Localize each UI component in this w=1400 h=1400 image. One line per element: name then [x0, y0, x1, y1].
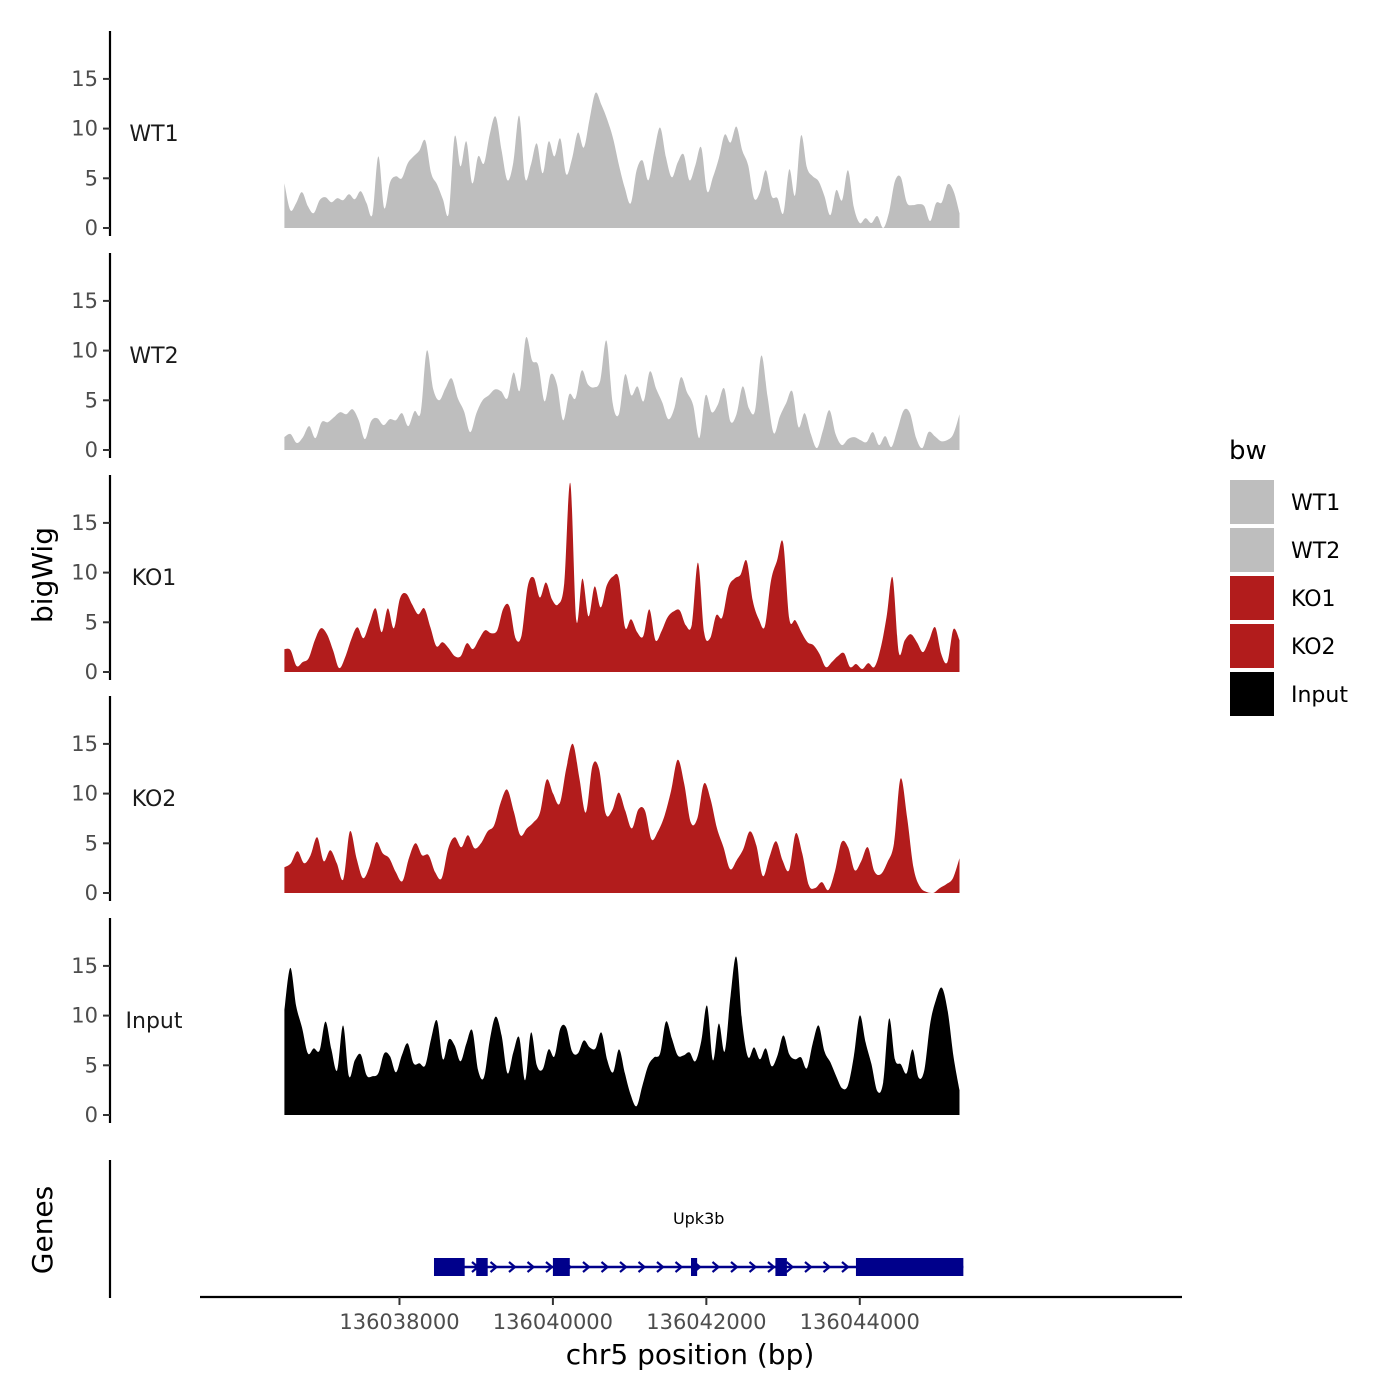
gene-exon — [775, 1258, 787, 1276]
gene-strand-arrow — [711, 1261, 721, 1273]
y-tick-label: 0 — [85, 216, 98, 240]
y-tick-label: 15 — [71, 511, 98, 535]
track-label-wt1: WT1 — [129, 122, 178, 147]
track-label-input: Input — [126, 1009, 183, 1034]
y-tick-label: 15 — [71, 67, 98, 91]
gene-strand-arrow — [730, 1261, 739, 1273]
x-axis-title: chr5 position (bp) — [566, 1338, 815, 1371]
gene-strand-arrow — [489, 1261, 499, 1273]
legend: bw WT1 WT2 KO1 KO2 Input — [1229, 436, 1348, 716]
gene-strand-arrow — [841, 1261, 850, 1273]
y-tick-label: 15 — [71, 289, 98, 313]
gene-strand-arrow — [767, 1261, 776, 1273]
x-axis: 136038000 136040000 136042000 136044000 — [200, 1295, 1182, 1334]
legend-label-input: Input — [1291, 683, 1348, 708]
y-tick-label: 5 — [85, 166, 98, 190]
gene-strand-arrow — [804, 1261, 813, 1273]
track-label-ko2: KO2 — [132, 787, 177, 812]
y-tick-label: 0 — [85, 1103, 98, 1127]
legend-swatch-wt1 — [1230, 480, 1274, 524]
x-tick-label: 136042000 — [646, 1310, 766, 1334]
gene-track: Upk3b — [108, 1160, 964, 1298]
y-tick-label: 10 — [71, 561, 98, 585]
y-tick-label: 10 — [71, 117, 98, 141]
signal-area-ko1 — [284, 482, 960, 672]
gene-strand-arrow — [582, 1261, 591, 1273]
track-label-ko1: KO1 — [132, 566, 177, 591]
legend-swatch-input — [1230, 672, 1274, 716]
gene-exon — [433, 1258, 465, 1276]
legend-label-wt2: WT2 — [1291, 539, 1340, 564]
gene-strand-arrow — [545, 1261, 554, 1273]
x-tick-label: 136040000 — [493, 1310, 613, 1334]
y-tick-label: 10 — [71, 1004, 98, 1028]
legend-label-ko2: KO2 — [1291, 635, 1336, 660]
signal-tracks: 0 5 10 15 WT1 0 5 10 15 WT2 0 5 10 15 KO1 0 5 10 15 KO2 0 5 10… — [71, 31, 960, 1127]
legend-label-ko1: KO1 — [1291, 587, 1336, 612]
gene-exon — [855, 1258, 964, 1276]
signal-area-wt1 — [284, 92, 960, 228]
gene-strand-arrow — [785, 1261, 795, 1273]
y-tick-label: 15 — [71, 954, 98, 978]
legend-swatch-ko2 — [1230, 624, 1274, 668]
x-tick-label: 136038000 — [339, 1310, 459, 1334]
y-tick-label: 0 — [85, 438, 98, 462]
gene-exon — [691, 1258, 698, 1276]
gene-strand-arrow — [822, 1261, 832, 1273]
y-tick-label: 10 — [71, 339, 98, 363]
legend-swatch-wt2 — [1230, 528, 1274, 572]
gene-strand-arrow — [508, 1261, 517, 1273]
y-tick-label: 5 — [85, 610, 98, 634]
track-wt2: 0 5 10 15 WT2 — [71, 253, 960, 462]
track-label-wt2: WT2 — [129, 344, 178, 369]
y-tick-label: 10 — [71, 782, 98, 806]
gene-exon — [552, 1258, 570, 1276]
signal-area-wt2 — [284, 336, 960, 450]
gene-strand-arrow — [637, 1261, 647, 1273]
gene-strand-arrow — [748, 1261, 758, 1273]
y-tick-label: 5 — [85, 1053, 98, 1077]
track-ko2: 0 5 10 15 KO2 — [71, 696, 960, 905]
gene-exon — [476, 1258, 488, 1276]
track-wt1: 0 5 10 15 WT1 — [71, 31, 960, 240]
gene-strand-arrow — [619, 1261, 628, 1273]
track-ko1: 0 5 10 15 KO1 — [71, 475, 960, 684]
y-axis-title: bigWig — [26, 527, 59, 623]
y-tick-label: 15 — [71, 732, 98, 756]
genes-axis-title: Genes — [26, 1186, 59, 1274]
gene-strand-arrow — [656, 1261, 665, 1273]
gene-strand-arrow — [600, 1261, 610, 1273]
y-tick-label: 0 — [85, 881, 98, 905]
legend-swatch-ko1 — [1230, 576, 1274, 620]
signal-area-ko2 — [284, 743, 960, 893]
legend-label-wt1: WT1 — [1291, 491, 1340, 516]
gene-strand-arrow — [674, 1261, 684, 1273]
y-tick-label: 5 — [85, 388, 98, 412]
y-tick-label: 5 — [85, 831, 98, 855]
signal-area-input — [284, 956, 960, 1115]
x-tick-label: 136044000 — [800, 1310, 920, 1334]
y-tick-label: 0 — [85, 660, 98, 684]
gene-strand-arrow — [526, 1261, 536, 1273]
track-input: 0 5 10 15 Input — [71, 918, 960, 1127]
legend-title: bw — [1229, 436, 1267, 466]
gene-name-label: Upk3b — [673, 1209, 724, 1228]
